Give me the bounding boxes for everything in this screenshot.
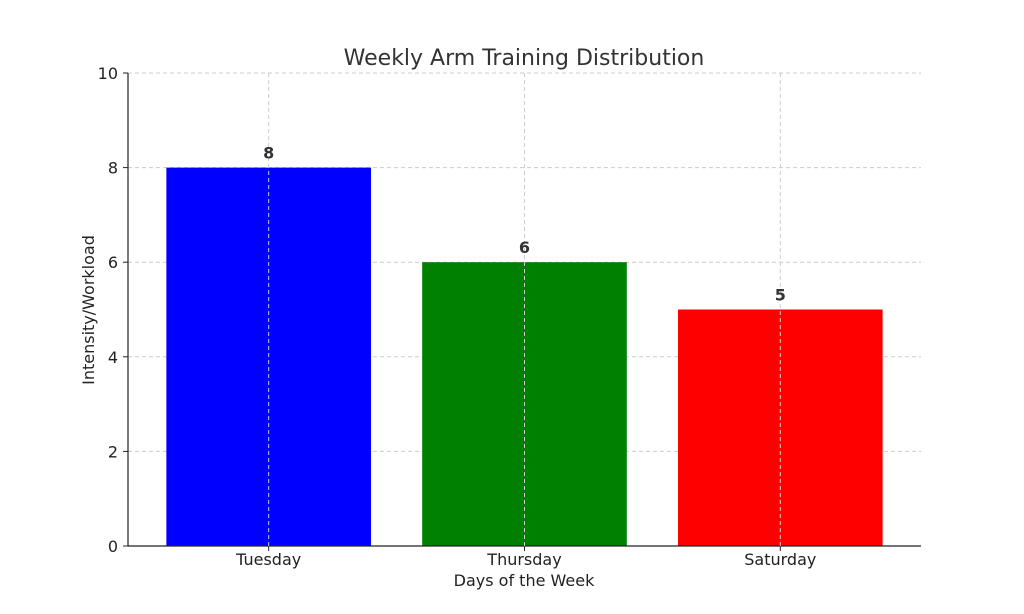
- ticks: 0 2 4 6 8 10 Tuesday Thursday Saturday: [98, 64, 817, 569]
- bar-value-label: 5: [775, 286, 786, 305]
- y-tick-label: 8: [108, 159, 118, 178]
- bar-value-label: 8: [263, 144, 274, 163]
- chart-title: Weekly Arm Training Distribution: [344, 46, 705, 71]
- bar-value-label: 6: [519, 238, 530, 257]
- y-tick-label: 2: [108, 442, 118, 461]
- x-tick-label: Saturday: [744, 550, 816, 569]
- y-tick-label: 6: [108, 253, 118, 272]
- y-tick-label: 10: [98, 64, 118, 83]
- y-tick-label: 0: [108, 537, 118, 556]
- y-tick-label: 4: [108, 348, 118, 367]
- x-tick-label: Tuesday: [235, 550, 301, 569]
- y-axis-label: Intensity/Workload: [79, 235, 98, 385]
- x-axis-label: Days of the Week: [454, 571, 595, 590]
- data-labels: 8 6 5: [263, 73, 786, 546]
- x-tick-label: Thursday: [486, 550, 561, 569]
